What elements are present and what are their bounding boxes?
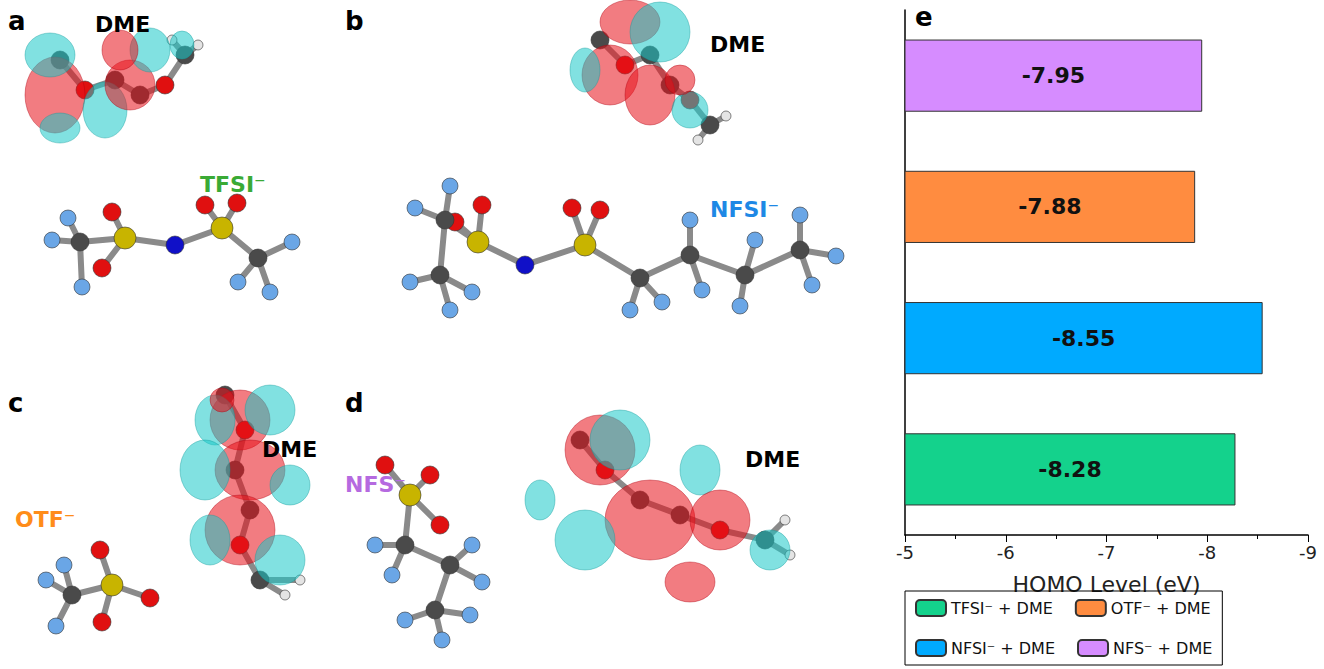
svg-text:c: c xyxy=(8,388,23,418)
svg-text:-7.95: -7.95 xyxy=(1022,63,1085,88)
svg-text:OTF⁻ + DME: OTF⁻ + DME xyxy=(1111,599,1211,618)
svg-text:a: a xyxy=(8,6,26,36)
svg-text:NFS⁻ + DME: NFS⁻ + DME xyxy=(1113,639,1212,658)
svg-text:-8: -8 xyxy=(1198,542,1216,563)
svg-text:d: d xyxy=(345,388,364,418)
svg-text:-6: -6 xyxy=(997,542,1015,563)
svg-text:NFSI⁻: NFSI⁻ xyxy=(710,197,779,222)
svg-text:b: b xyxy=(345,6,364,36)
svg-text:-7: -7 xyxy=(1098,542,1116,563)
svg-text:OTF⁻: OTF⁻ xyxy=(15,507,75,532)
svg-text:DME: DME xyxy=(745,447,800,472)
svg-text:-8.28: -8.28 xyxy=(1038,457,1101,482)
svg-text:DME: DME xyxy=(95,12,150,37)
svg-text:DME: DME xyxy=(710,32,765,57)
svg-text:NFSI⁻ + DME: NFSI⁻ + DME xyxy=(951,639,1055,658)
svg-text:HOMO Level (eV): HOMO Level (eV) xyxy=(1012,571,1201,597)
svg-text:-8.55: -8.55 xyxy=(1052,326,1115,351)
svg-text:NFS⁻: NFS⁻ xyxy=(345,472,406,497)
svg-text:TFSI⁻: TFSI⁻ xyxy=(200,172,266,197)
svg-text:TFSI⁻ + DME: TFSI⁻ + DME xyxy=(950,599,1053,618)
svg-text:DME: DME xyxy=(262,437,317,462)
svg-text:e: e xyxy=(915,2,933,32)
svg-text:-7.88: -7.88 xyxy=(1018,194,1081,219)
svg-text:-9: -9 xyxy=(1299,542,1317,563)
svg-text:-5: -5 xyxy=(896,542,914,563)
